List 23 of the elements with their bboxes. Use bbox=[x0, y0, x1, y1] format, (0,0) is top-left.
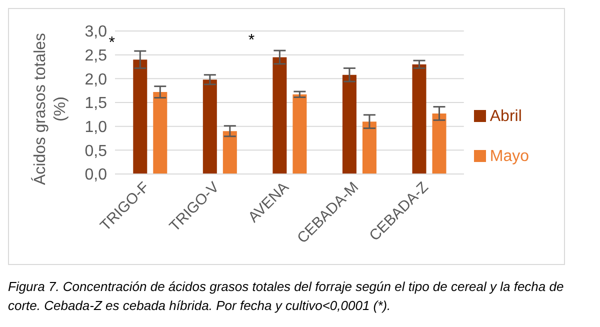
y-tick-label: 0,5 bbox=[84, 142, 108, 160]
annotation: * bbox=[248, 32, 255, 50]
legend-label: Abril bbox=[490, 108, 522, 124]
bar bbox=[272, 57, 287, 174]
y-tick-label: 2,5 bbox=[84, 48, 108, 65]
y-tick-label: 0,0 bbox=[84, 166, 108, 184]
legend-label: Mayo bbox=[490, 148, 529, 164]
annotation: * bbox=[108, 34, 116, 52]
y-axis-title: Ácidos grasos totales (%) bbox=[31, 32, 69, 186]
bar bbox=[412, 64, 426, 174]
bar bbox=[432, 113, 446, 174]
bar bbox=[133, 60, 148, 174]
bar bbox=[342, 74, 356, 174]
bar bbox=[202, 80, 217, 174]
text: Figura 7. Concentración de ácidos grasos totales del forraje según el tipo de cereal y la fecha de corte. Cebada-Z es cebada híbrida. Por fecha y cultivo<0,0001 (*). bbox=[8, 278, 565, 315]
bar bbox=[292, 94, 307, 174]
y-tick-label: 1,5 bbox=[84, 95, 108, 112]
bar bbox=[222, 131, 237, 174]
bar bbox=[153, 92, 168, 174]
y-tick-label: 2,0 bbox=[84, 71, 108, 88]
y-tick-label: 3,0 bbox=[84, 24, 108, 41]
y-tick-label: 1,0 bbox=[84, 119, 108, 136]
bar bbox=[362, 122, 376, 174]
